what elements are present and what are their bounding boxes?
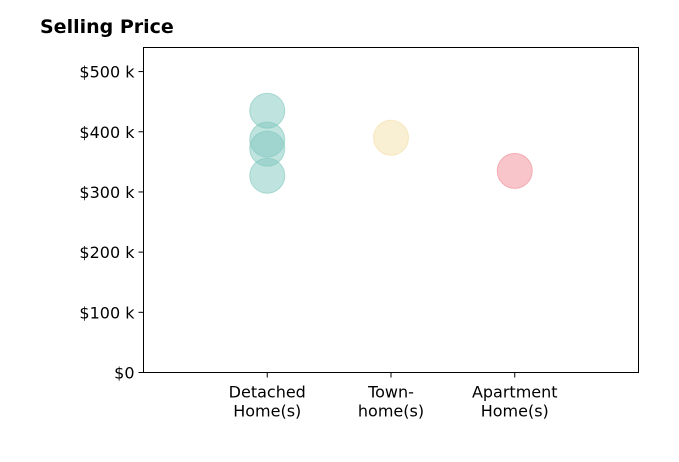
data-point xyxy=(249,157,286,194)
x-tick-label: Apartment Home(s) xyxy=(472,383,558,421)
y-tick-label: $0 xyxy=(114,364,134,383)
y-tick-label: $300 k xyxy=(79,183,135,202)
data-point xyxy=(496,152,533,189)
y-tick-label: $400 k xyxy=(79,123,135,142)
y-axis: $0 $100 k $200 k $300 k $400 k $500 k xyxy=(79,63,144,383)
plot-frame xyxy=(143,47,639,373)
x-tick-label: Town-home(s) xyxy=(358,383,424,421)
y-tick-label: $100 k xyxy=(79,303,135,322)
y-tick-label: $500 k xyxy=(79,63,135,82)
y-tick-label: $200 k xyxy=(79,243,135,262)
x-axis: Detached Home(s) Town-home(s) Apartment Home… xyxy=(229,372,558,421)
data-point xyxy=(373,119,409,156)
x-tick-label: Detached Home(s) xyxy=(229,383,306,421)
data-points xyxy=(249,92,533,194)
chart-title: Selling Price xyxy=(40,16,174,38)
